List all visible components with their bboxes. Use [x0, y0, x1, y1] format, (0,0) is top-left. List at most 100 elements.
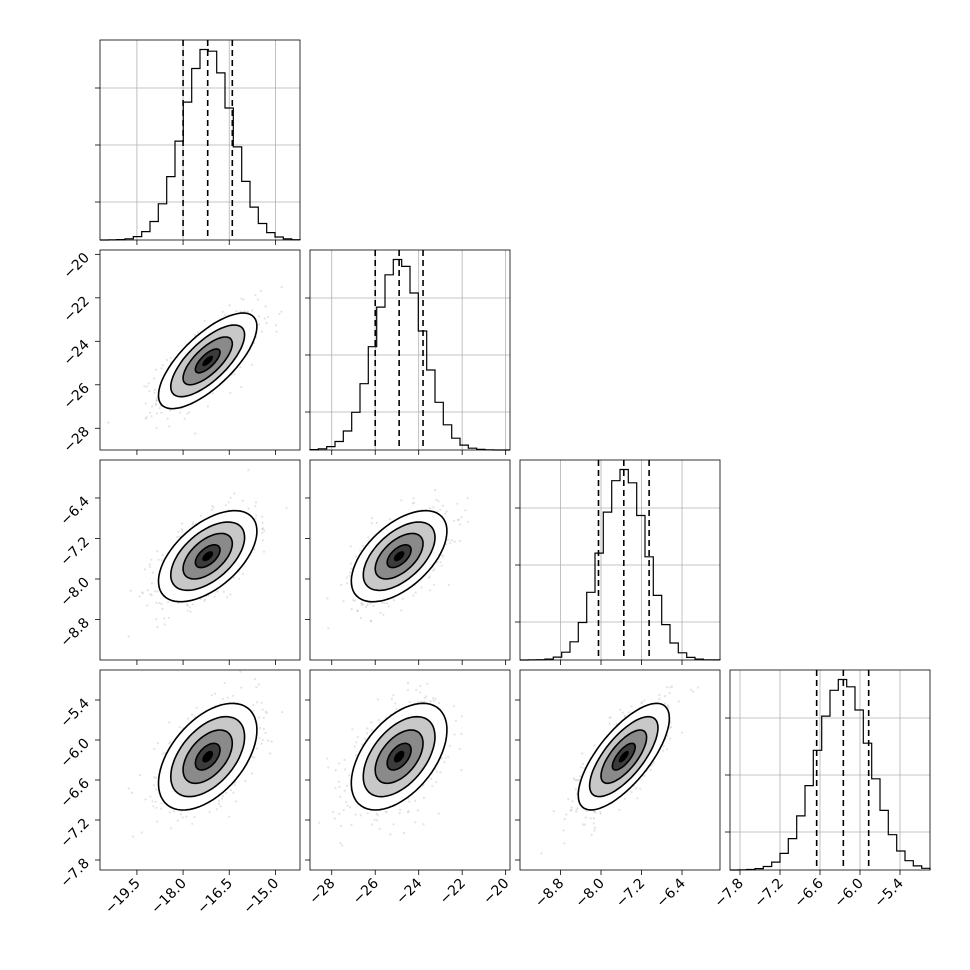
y-tick-label: −20 — [61, 250, 93, 282]
hist-panel-2 — [515, 459, 721, 665]
sample-point — [438, 702, 441, 705]
sample-point — [349, 545, 352, 548]
sample-point — [594, 811, 597, 814]
sample-point — [406, 811, 409, 814]
sample-point — [356, 609, 359, 612]
sample-point — [572, 777, 575, 780]
sample-point — [440, 757, 443, 760]
sample-point — [168, 811, 171, 814]
sample-point — [454, 719, 457, 722]
sample-point — [150, 405, 154, 408]
sample-point — [414, 799, 417, 803]
x-tick-label: −18.0 — [148, 876, 190, 918]
sample-point — [260, 330, 263, 333]
sample-point — [434, 488, 437, 492]
sample-point — [452, 705, 455, 708]
panel-frame — [729, 669, 931, 871]
sample-point — [406, 689, 410, 692]
sample-point — [157, 558, 160, 561]
sample-point — [169, 456, 171, 458]
sample-point — [156, 625, 159, 629]
sample-point — [155, 399, 158, 402]
sample-point — [429, 700, 432, 703]
sample-point — [154, 776, 158, 779]
scatter-panel-3-2 — [515, 669, 721, 875]
sample-point — [593, 744, 596, 747]
sample-point — [360, 603, 363, 606]
sample-point — [250, 772, 253, 775]
sample-point — [373, 818, 376, 822]
y-tick-label: −7.2 — [57, 534, 92, 569]
sample-point — [262, 527, 265, 530]
sample-point — [233, 492, 236, 495]
sample-point — [443, 761, 446, 764]
y-tick-label: −22 — [61, 293, 93, 325]
sample-point — [185, 815, 188, 818]
sample-point — [223, 681, 226, 685]
contour-line-2 — [362, 715, 436, 798]
sample-point — [256, 747, 259, 750]
sample-point — [243, 310, 246, 313]
sample-point — [212, 392, 215, 395]
sample-point — [204, 598, 207, 601]
sample-point — [255, 701, 259, 704]
sample-point — [264, 305, 267, 308]
sample-point — [149, 593, 152, 596]
sample-point — [341, 844, 344, 847]
sample-point — [575, 779, 578, 782]
contour-line-0 — [194, 544, 221, 569]
sample-point — [163, 751, 166, 754]
sample-point — [261, 521, 264, 524]
sample-point — [240, 386, 243, 389]
scatter-panel-3-1 — [305, 669, 511, 875]
sample-point — [422, 796, 425, 800]
density-core — [202, 551, 214, 562]
sample-point — [444, 512, 447, 515]
sample-point — [144, 402, 147, 405]
sample-point — [160, 807, 163, 810]
sample-point — [460, 715, 463, 718]
sample-point — [181, 816, 184, 819]
sample-point — [213, 692, 216, 695]
sample-point — [355, 754, 358, 757]
sample-point — [420, 700, 423, 703]
sample-point — [427, 576, 431, 580]
sample-point — [370, 728, 374, 731]
sample-point — [219, 805, 222, 808]
contour-line-3 — [350, 509, 448, 603]
sample-point — [167, 601, 170, 604]
sample-point — [213, 595, 216, 598]
sample-point — [229, 593, 232, 596]
sample-point — [618, 808, 621, 811]
sample-point — [257, 683, 260, 686]
sample-point — [259, 289, 262, 292]
sample-point — [420, 586, 423, 589]
sample-point — [217, 802, 221, 805]
x-tick-label: −20 — [480, 876, 512, 908]
sample-point — [370, 721, 373, 724]
scatter-panel-2-0 — [95, 459, 301, 665]
sample-point — [258, 716, 261, 719]
sample-point — [167, 616, 170, 619]
sample-point — [652, 761, 655, 764]
sample-point — [367, 536, 370, 539]
sample-point — [156, 590, 159, 593]
sample-point — [327, 627, 330, 630]
sample-point — [352, 599, 355, 602]
sample-point — [592, 822, 595, 825]
sample-point — [623, 797, 626, 800]
sample-point — [565, 813, 568, 816]
sample-point — [231, 694, 235, 697]
density-core — [618, 750, 629, 763]
sample-point — [161, 363, 164, 367]
sample-point — [262, 550, 266, 553]
sample-point — [406, 682, 410, 685]
sample-point — [375, 521, 378, 524]
sample-point — [260, 742, 263, 745]
sample-point — [579, 775, 582, 778]
sample-point — [590, 833, 593, 837]
sample-point — [196, 331, 199, 334]
sample-point — [385, 602, 389, 605]
sample-point — [143, 385, 146, 388]
sample-point — [376, 819, 379, 822]
